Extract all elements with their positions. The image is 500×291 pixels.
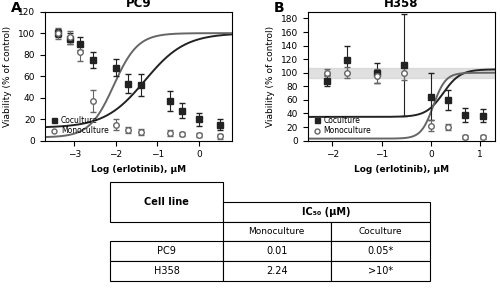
Text: 0.01: 0.01	[266, 246, 287, 256]
Coculture	[324, 79, 330, 83]
Bar	[110, 182, 223, 221]
Monoculture	[400, 72, 406, 75]
X-axis label: Log (erlotinib), μM: Log (erlotinib), μM	[91, 165, 186, 174]
Coculture	[217, 123, 223, 126]
Text: 2.24: 2.24	[266, 267, 287, 276]
Coculture	[374, 71, 380, 74]
Bar	[308, 68, 495, 77]
Title: H358: H358	[384, 0, 418, 10]
Y-axis label: Viability (% of control): Viability (% of control)	[266, 26, 275, 127]
Bar	[223, 202, 430, 221]
Monoculture	[196, 134, 202, 137]
Text: B: B	[274, 1, 284, 15]
Monoculture	[67, 36, 73, 39]
Text: 0.05*: 0.05*	[367, 246, 394, 256]
Coculture	[180, 109, 186, 112]
Bar	[110, 261, 223, 281]
Monoculture	[180, 132, 186, 136]
Text: >10*: >10*	[368, 267, 393, 276]
Coculture	[344, 58, 350, 62]
Text: Coculture: Coculture	[358, 227, 402, 236]
Monoculture	[428, 124, 434, 127]
Coculture	[462, 113, 468, 117]
Line: Coculture: Coculture	[54, 30, 223, 127]
X-axis label: Log (erlotinib), μM: Log (erlotinib), μM	[354, 165, 449, 174]
Monoculture	[167, 132, 173, 135]
Monoculture	[90, 99, 96, 103]
Monoculture	[344, 71, 350, 74]
Text: H358: H358	[154, 267, 180, 276]
Monoculture	[324, 71, 330, 74]
Text: Cell line: Cell line	[144, 196, 189, 207]
Monoculture	[480, 136, 486, 139]
Text: Monoculture: Monoculture	[248, 227, 305, 236]
Monoculture	[126, 128, 132, 132]
Monoculture	[138, 130, 144, 134]
Coculture	[126, 82, 132, 86]
Coculture	[138, 83, 144, 86]
Monoculture	[54, 31, 60, 35]
Bar	[223, 261, 331, 281]
Line: Monoculture: Monoculture	[54, 30, 223, 139]
Bar	[331, 221, 430, 242]
Monoculture	[217, 135, 223, 138]
Text: A: A	[12, 1, 22, 15]
Coculture	[480, 114, 486, 117]
Monoculture	[113, 123, 119, 126]
Bar	[223, 221, 331, 242]
Coculture	[445, 98, 451, 102]
Text: PC9: PC9	[157, 246, 176, 256]
Coculture	[67, 37, 73, 40]
Legend: Coculture, Monoculture: Coculture, Monoculture	[312, 114, 373, 137]
Line: Monoculture: Monoculture	[324, 70, 486, 140]
Legend: Coculture, Monoculture: Coculture, Monoculture	[49, 114, 110, 137]
Bar	[331, 261, 430, 281]
Coculture	[167, 99, 173, 103]
Bar	[110, 242, 223, 261]
Bar	[331, 242, 430, 261]
Monoculture	[374, 74, 380, 78]
Coculture	[400, 63, 406, 67]
Line: Coculture: Coculture	[324, 57, 486, 118]
Coculture	[113, 66, 119, 69]
Monoculture	[445, 125, 451, 129]
Coculture	[428, 95, 434, 98]
Coculture	[90, 58, 96, 62]
Title: PC9: PC9	[126, 0, 152, 10]
Monoculture	[462, 136, 468, 139]
Coculture	[196, 117, 202, 121]
Bar	[223, 242, 331, 261]
Text: IC₅₀ (μM): IC₅₀ (μM)	[302, 207, 350, 217]
Coculture	[54, 31, 60, 35]
Monoculture	[78, 51, 84, 54]
Coculture	[78, 42, 84, 46]
Y-axis label: Viability (% of control): Viability (% of control)	[4, 26, 13, 127]
